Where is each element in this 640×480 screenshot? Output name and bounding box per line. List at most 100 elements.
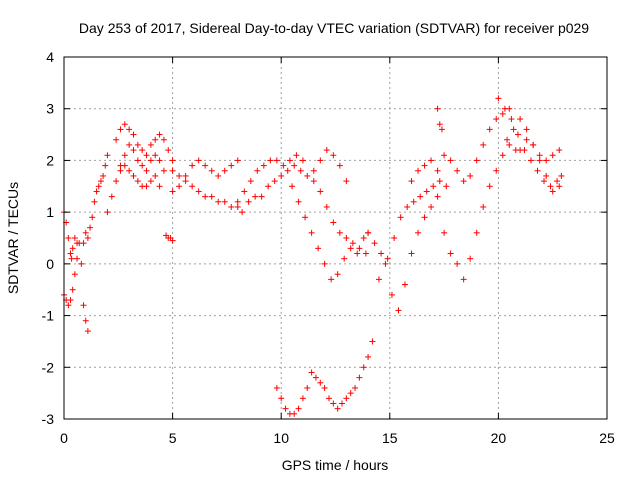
data-point bbox=[304, 172, 311, 179]
data-point bbox=[530, 141, 537, 148]
data-point bbox=[278, 172, 285, 179]
data-point bbox=[80, 302, 87, 309]
data-point bbox=[315, 245, 322, 252]
data-point bbox=[523, 136, 530, 143]
series-arc-18 bbox=[408, 105, 513, 185]
data-point bbox=[152, 152, 159, 159]
data-point bbox=[438, 126, 445, 133]
x-tick-label: 20 bbox=[491, 430, 507, 446]
data-point bbox=[554, 178, 561, 185]
data-point bbox=[486, 126, 493, 133]
data-point bbox=[84, 235, 91, 241]
data-point bbox=[160, 167, 167, 174]
data-point bbox=[74, 255, 81, 262]
x-tick-label: 0 bbox=[60, 430, 68, 446]
data-point bbox=[228, 162, 235, 169]
data-point bbox=[434, 105, 441, 112]
data-point bbox=[317, 379, 324, 386]
data-point bbox=[267, 157, 274, 164]
x-tick-label: 5 bbox=[169, 430, 177, 446]
data-point bbox=[365, 229, 372, 236]
data-point bbox=[152, 136, 159, 143]
data-point bbox=[176, 172, 183, 179]
series-arc-12 bbox=[239, 147, 350, 216]
data-point bbox=[341, 255, 348, 262]
data-point bbox=[160, 136, 167, 143]
data-point bbox=[441, 152, 448, 159]
data-point bbox=[297, 167, 304, 174]
data-point bbox=[378, 250, 385, 257]
data-point bbox=[254, 167, 261, 174]
data-point bbox=[202, 193, 209, 200]
data-point bbox=[78, 260, 85, 267]
x-tick-label: 25 bbox=[599, 430, 615, 446]
data-point bbox=[527, 157, 534, 164]
series-arc-23 bbox=[517, 136, 563, 164]
data-point bbox=[371, 240, 378, 247]
data-point bbox=[375, 276, 382, 283]
data-point bbox=[541, 178, 548, 185]
data-point bbox=[221, 198, 228, 205]
series-arc-20 bbox=[434, 105, 445, 133]
data-point bbox=[143, 167, 150, 174]
data-point bbox=[330, 152, 337, 159]
data-point bbox=[95, 183, 102, 190]
data-point bbox=[247, 178, 254, 185]
data-point bbox=[415, 229, 422, 236]
data-point bbox=[87, 224, 94, 231]
data-point bbox=[69, 245, 76, 252]
data-point bbox=[556, 183, 563, 190]
data-point bbox=[549, 188, 556, 195]
x-tick-labels: 0 5 10 15 20 25 bbox=[60, 430, 615, 446]
data-point bbox=[182, 172, 189, 179]
series-arc-16 bbox=[365, 178, 450, 262]
data-point bbox=[480, 141, 487, 148]
data-point bbox=[295, 405, 302, 412]
y-axis-label: SDTVAR / TECUs bbox=[5, 182, 21, 294]
data-point bbox=[547, 183, 554, 190]
data-point bbox=[117, 126, 124, 133]
data-point bbox=[71, 271, 78, 278]
data-point bbox=[147, 178, 154, 185]
data-point bbox=[234, 157, 241, 164]
data-point bbox=[523, 126, 530, 133]
data-point bbox=[89, 214, 96, 221]
series-arc-15 bbox=[273, 338, 376, 417]
data-point bbox=[495, 95, 502, 102]
data-point bbox=[139, 147, 146, 154]
y-tick-label: -1 bbox=[42, 308, 55, 324]
data-point bbox=[506, 141, 513, 148]
data-point bbox=[117, 167, 124, 174]
data-point bbox=[395, 307, 402, 314]
data-point bbox=[134, 141, 141, 148]
data-point bbox=[108, 193, 115, 200]
data-point bbox=[143, 152, 150, 159]
y-tick-label: 0 bbox=[46, 256, 54, 272]
x-tick-label: 10 bbox=[273, 430, 289, 446]
data-point bbox=[408, 178, 415, 185]
data-point bbox=[293, 152, 300, 159]
data-point bbox=[402, 281, 409, 288]
data-point bbox=[441, 229, 448, 236]
data-point bbox=[510, 126, 517, 133]
data-point bbox=[499, 152, 506, 159]
data-point bbox=[169, 237, 176, 244]
data-point bbox=[321, 260, 328, 267]
data-point bbox=[447, 157, 454, 164]
data-point bbox=[360, 364, 367, 371]
data-point bbox=[473, 157, 480, 164]
data-point bbox=[93, 188, 100, 195]
series-arc-6 bbox=[113, 121, 176, 164]
data-point bbox=[323, 147, 330, 154]
data-point bbox=[486, 183, 493, 190]
data-point bbox=[321, 384, 328, 391]
data-point bbox=[273, 384, 280, 391]
data-point bbox=[271, 178, 278, 185]
x-tick-label: 15 bbox=[382, 430, 398, 446]
data-point bbox=[517, 116, 524, 123]
data-point bbox=[104, 209, 111, 216]
data-point bbox=[291, 162, 298, 169]
data-point bbox=[189, 183, 196, 190]
data-point bbox=[80, 240, 87, 247]
